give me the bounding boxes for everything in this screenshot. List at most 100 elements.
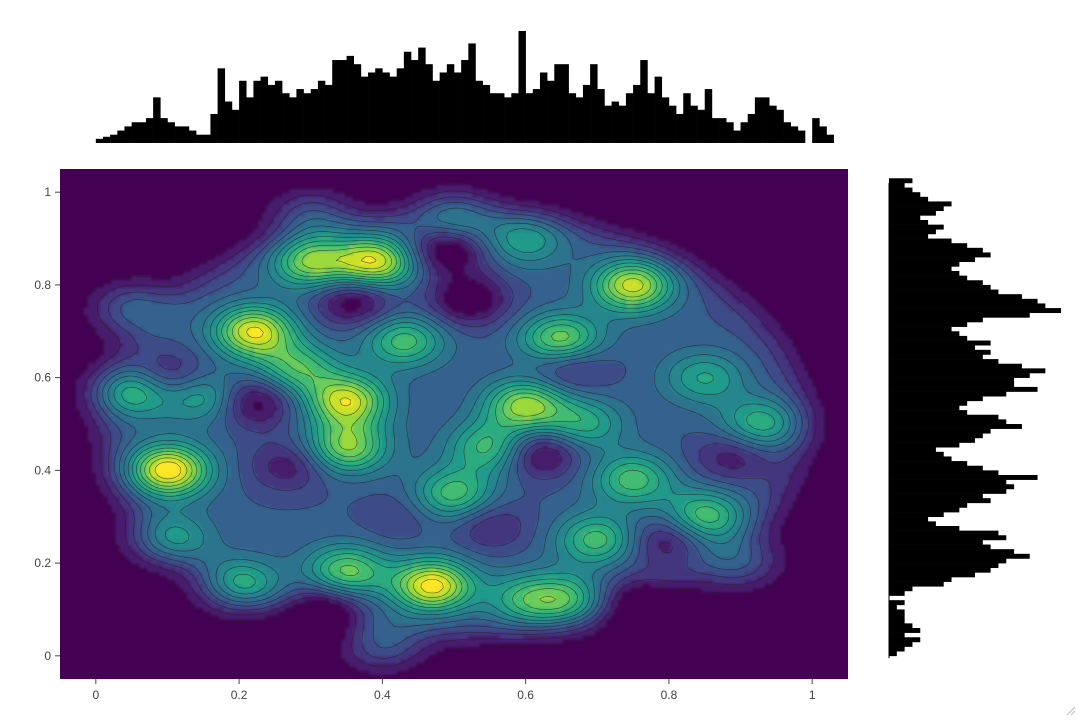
x-histogram-bar	[274, 80, 283, 143]
y-histogram-bar	[889, 567, 991, 573]
y-histogram-bar	[889, 266, 952, 272]
y-histogram-bar	[889, 498, 991, 504]
x-histogram-bar	[188, 130, 197, 143]
y-histogram-bar	[889, 456, 952, 462]
density-contour-plot[interactable]	[60, 169, 848, 679]
x-histogram-bar	[138, 122, 147, 143]
y-histogram-bar	[889, 382, 1015, 388]
y-histogram-bar	[889, 563, 999, 569]
y-histogram-bar	[889, 553, 1030, 559]
y-histogram-bar	[889, 359, 999, 365]
y-histogram-bar	[889, 206, 944, 212]
x-histogram-bar	[797, 130, 806, 143]
y-tick-label: 0.6	[34, 371, 51, 385]
x-histogram-bar	[246, 97, 254, 143]
x-histogram-bar	[704, 89, 713, 143]
x-tick-label: 0.6	[517, 688, 534, 702]
y-histogram-bar	[889, 210, 936, 216]
y-histogram-bar	[889, 294, 1022, 300]
y-histogram-bar	[889, 354, 983, 360]
y-histogram-bar	[889, 257, 975, 263]
x-histogram-bar	[153, 97, 161, 143]
x-histogram-bar	[819, 126, 827, 143]
x-histogram-bar	[210, 113, 218, 143]
y-histogram-bar	[889, 349, 991, 355]
x-histogram-bar	[196, 134, 204, 143]
x-histogram-bar	[539, 72, 548, 143]
x-histogram-bar	[289, 97, 297, 143]
y-histogram-bar	[889, 405, 960, 411]
x-histogram-bar	[654, 76, 663, 143]
y-histogram-bar	[889, 215, 921, 221]
y-histogram-bar	[889, 586, 913, 592]
x-histogram-bar	[310, 89, 319, 143]
y-histogram-bar	[889, 604, 897, 610]
y-histogram-bar	[889, 303, 1046, 309]
x-histogram-bar	[812, 118, 820, 143]
y-histogram-bar	[889, 651, 897, 657]
x-histogram-bar	[511, 93, 519, 143]
x-histogram-bar	[282, 93, 290, 143]
y-histogram-bar	[889, 590, 905, 596]
y-histogram-bar	[889, 275, 968, 281]
x-histogram-bar	[475, 80, 483, 143]
y-histogram-bar	[889, 178, 913, 184]
y-histogram-bar	[889, 192, 921, 198]
y-histogram-bar	[889, 340, 991, 346]
x-histogram-bar	[95, 138, 104, 143]
contour-line	[140, 243, 658, 610]
x-histogram-bar	[403, 51, 412, 143]
y-histogram-bar	[889, 637, 921, 643]
contour-line	[113, 228, 784, 621]
x-histogram-bar	[432, 80, 440, 143]
y-histogram-bar	[889, 391, 1007, 397]
y-histogram-bar	[889, 530, 999, 536]
x-histogram-bar	[439, 72, 448, 143]
y-histogram-bar	[889, 461, 968, 467]
y-histogram-bar	[889, 549, 1015, 555]
x-histogram-bar	[446, 64, 455, 143]
resize-grip-icon[interactable]	[1064, 704, 1076, 716]
y-histogram-bar	[889, 544, 991, 550]
y-histogram-bar	[889, 400, 968, 406]
y-histogram-bar	[889, 410, 968, 416]
y-histogram-bar	[889, 641, 913, 647]
y-histogram-bar	[889, 493, 983, 499]
contour-line	[102, 207, 797, 628]
x-histogram-bar	[661, 97, 670, 143]
x-histogram-bar	[726, 122, 734, 143]
y-histogram-bar	[889, 512, 944, 518]
y-histogram-bar	[889, 609, 905, 615]
x-histogram-bar	[762, 97, 770, 143]
y-histogram-bar	[889, 271, 960, 276]
y-histogram-bar	[889, 479, 1007, 485]
x-histogram-bar	[690, 105, 698, 143]
x-histogram-bar	[217, 68, 226, 143]
y-histogram-bar	[889, 470, 999, 476]
y-histogram-bar	[889, 600, 905, 606]
x-histogram-bar	[145, 118, 154, 143]
x-histogram-bar	[332, 60, 340, 143]
y-histogram-bar	[889, 396, 983, 402]
y-histogram-bar	[889, 289, 999, 295]
y-histogram-bar	[889, 233, 929, 239]
x-histogram-bar	[131, 122, 140, 143]
y-tick-label: 0.8	[34, 278, 51, 292]
y-histogram-bar	[889, 632, 905, 638]
x-histogram-bar	[740, 122, 749, 143]
x-histogram-bar	[102, 136, 111, 143]
y-histogram-bar	[889, 322, 968, 327]
x-histogram-bar	[117, 130, 125, 143]
x-histogram-bar	[346, 55, 355, 143]
x-histogram-bar	[396, 68, 405, 143]
y-axis: 0 0.2 0.4 0.6 0.8 1	[34, 185, 60, 663]
contour-line	[96, 202, 803, 649]
x-histogram-bar	[203, 134, 211, 143]
x-histogram-bar	[525, 93, 534, 143]
x-histogram-bar	[547, 80, 555, 143]
contour-line	[136, 240, 720, 615]
x-histogram-bar	[647, 93, 655, 143]
y-histogram-bar	[889, 539, 983, 545]
